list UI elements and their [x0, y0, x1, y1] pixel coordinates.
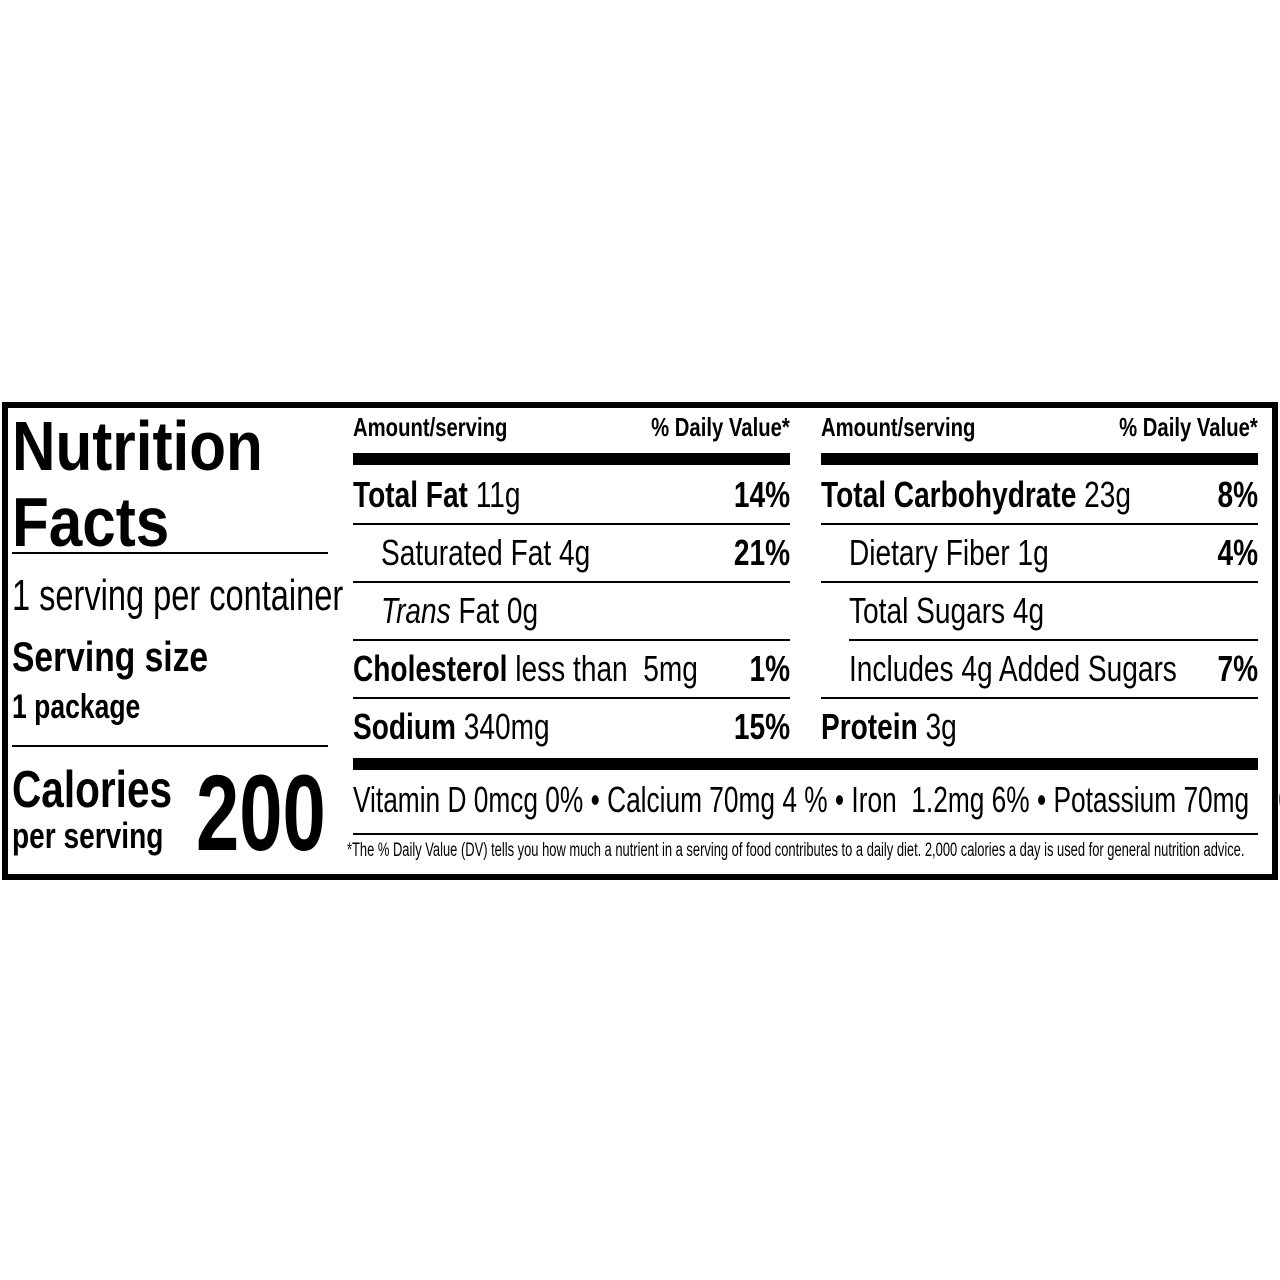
amount-header: Amount/serving [353, 412, 508, 442]
row-saturated-fat: Saturated Fat 4g 21% [353, 524, 790, 582]
title-nutrition: Nutrition [12, 407, 263, 485]
nutrient-dv: 7% [1217, 648, 1258, 689]
row-dietary-fiber: Dietary Fiber 1g 4% [821, 524, 1258, 582]
serving-size-label: Serving size [12, 633, 209, 680]
calories-value: 200 [196, 752, 326, 873]
footnote: *The % Daily Value (DV) tells you how mu… [347, 840, 1245, 861]
divider [821, 523, 1258, 525]
nutrient-name: Includes 4g Added Sugars [849, 648, 1177, 689]
nutrition-facts-label: Nutrition Facts 1 serving per container … [2, 402, 1280, 880]
thick-bar [353, 758, 1258, 770]
nutrient-name: Sodium 340mg [353, 706, 550, 747]
nutrient-dv: 4% [1217, 532, 1258, 573]
divider [849, 639, 1258, 641]
row-total-sugars: Total Sugars 4g [821, 582, 1258, 640]
row-trans-fat: Trans Fat 0g [353, 582, 790, 640]
row-sodium: Sodium 340mg 15% [353, 698, 790, 756]
nutrient-name: Total Sugars 4g [849, 590, 1045, 631]
nutrient-dv: 1% [749, 648, 790, 689]
nutrient-name: Total Fat 11g [353, 474, 521, 515]
thick-bar [821, 453, 1258, 465]
row-cholesterol: Cholesterol less than 5mg 1% [353, 640, 790, 698]
dv-header: % Daily Value* [651, 412, 790, 442]
title-facts: Facts [12, 483, 170, 561]
divider [353, 833, 1258, 835]
divider [821, 581, 1258, 583]
dv-header: % Daily Value* [1119, 412, 1258, 442]
nutrient-name: Cholesterol less than 5mg [353, 648, 698, 689]
servings-per-container: 1 serving per container [12, 571, 344, 620]
nutrient-dv: 21% [733, 532, 790, 573]
nutrient-name: Protein 3g [821, 706, 957, 747]
row-protein: Protein 3g [821, 698, 1258, 756]
row-total-carbohydrate: Total Carbohydrate 23g 8% [821, 466, 1258, 524]
calories-per-serving: per serving [12, 815, 164, 856]
nutrient-name: Total Carbohydrate 23g [821, 474, 1132, 515]
nutrient-name: Saturated Fat 4g [381, 532, 591, 573]
nutrient-dv: 8% [1217, 474, 1258, 515]
nutrient-dv: 15% [733, 706, 790, 747]
nutrient-name: Trans Fat 0g [381, 590, 539, 631]
divider [353, 523, 790, 525]
divider [353, 639, 790, 641]
row-added-sugars: Includes 4g Added Sugars 7% [821, 640, 1258, 698]
divider [353, 697, 790, 699]
divider [12, 745, 328, 747]
amount-header: Amount/serving [821, 412, 976, 442]
thick-bar [353, 453, 790, 465]
row-total-fat: Total Fat 11g 14% [353, 466, 790, 524]
divider [821, 697, 1258, 699]
divider [353, 581, 790, 583]
divider [12, 552, 328, 554]
nutrient-name: Dietary Fiber 1g [849, 532, 1049, 573]
serving-size-value: 1 package [12, 688, 141, 726]
calories-label: Calories [12, 761, 173, 819]
nutrient-dv: 14% [733, 474, 790, 515]
vitamins-minerals: Vitamin D 0mcg 0% • Calcium 70mg 4 % • I… [353, 779, 1280, 820]
